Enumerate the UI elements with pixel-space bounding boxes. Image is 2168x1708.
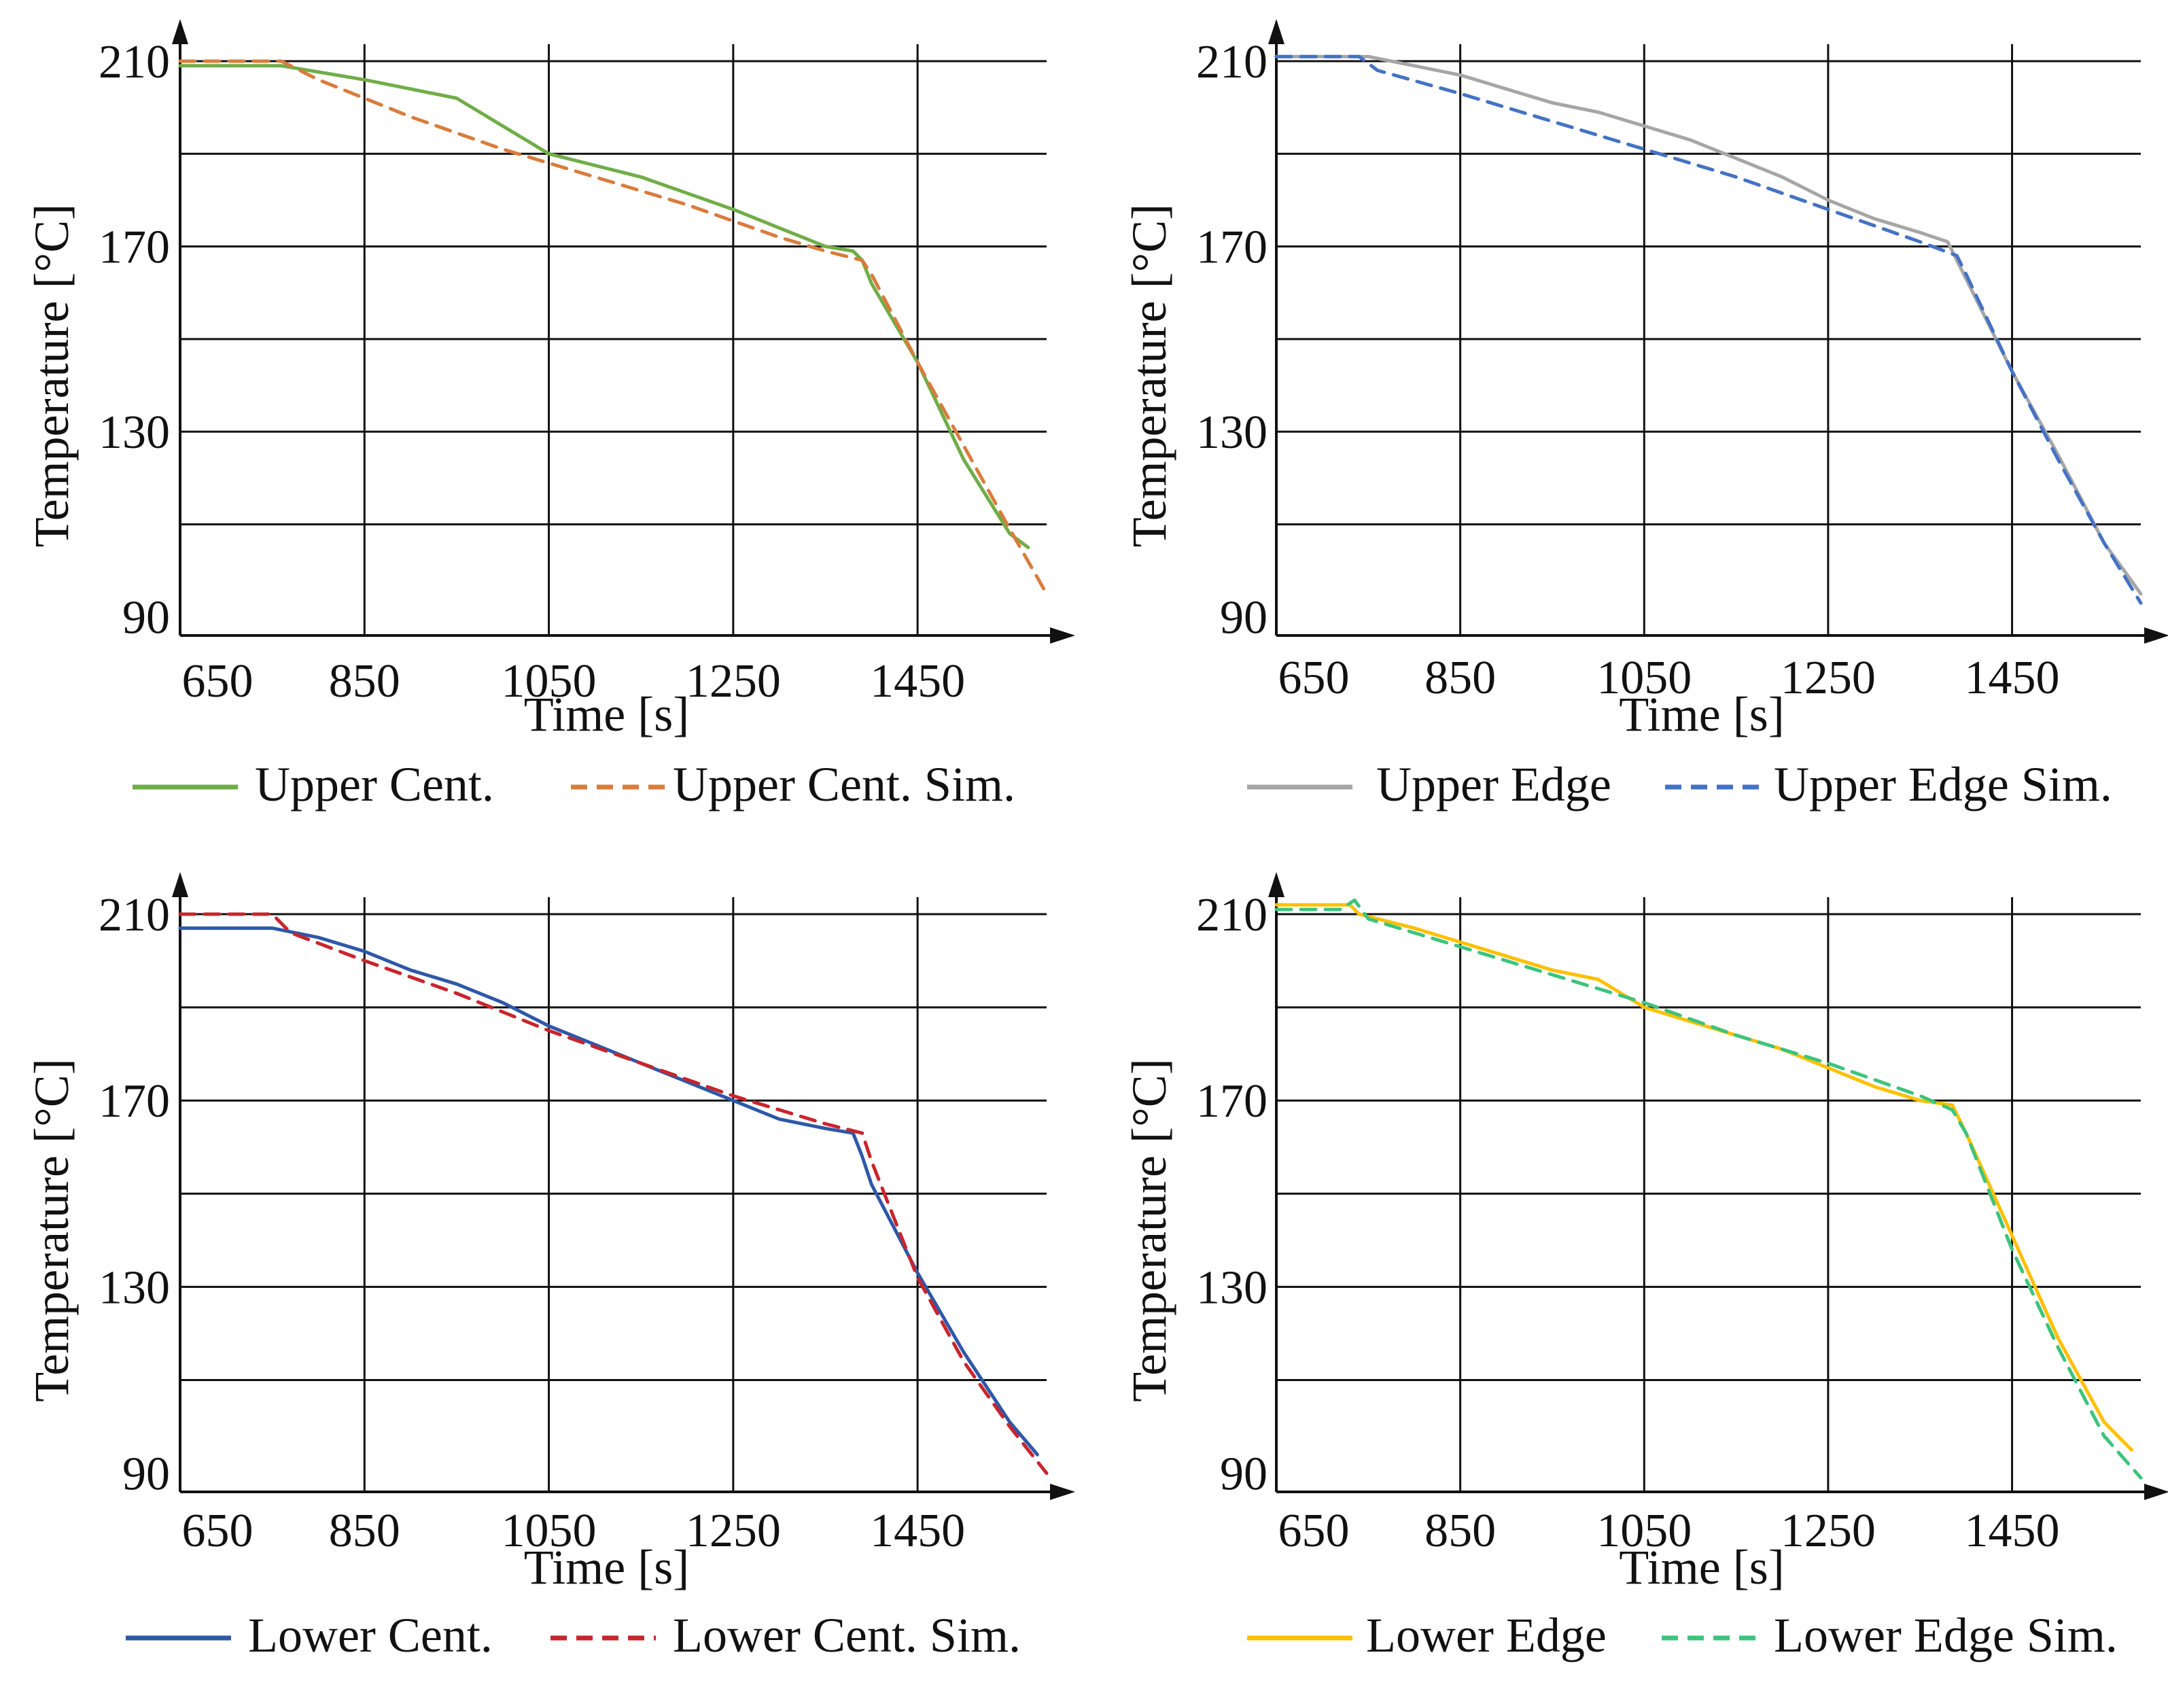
legend-item: Upper Edge	[1247, 757, 1611, 812]
x-tick-label: 1250	[686, 1505, 781, 1557]
series-line-upper-edge-sim	[1274, 54, 2143, 605]
y-tick-label: 170	[99, 222, 170, 274]
x-tick-label: 850	[1424, 652, 1496, 704]
legend-item: Lower Cent.	[126, 1608, 493, 1662]
y-tick-label: 90	[122, 1448, 170, 1501]
y-tick-label: 130	[99, 1261, 170, 1314]
x-tick-label: 650	[182, 1505, 253, 1557]
series-line-upper-cent	[178, 64, 1030, 549]
y-axis-title: Temperature [°C]	[1122, 204, 1176, 548]
panel-lower-edge: 90 130 170 210 650 850 1050 1250 1450 Time [s] Tem…	[1122, 872, 2168, 1662]
x-tick-label: 1450	[1965, 1505, 2060, 1557]
x-tick-label: 650	[182, 655, 253, 708]
panel-lower-centre: 90 130 170 210 650 850 1050 1250 1450 Time [s] Tem…	[24, 872, 1075, 1662]
x-axis-title: Time [s]	[524, 1540, 689, 1594]
x-tick-label: 850	[329, 1505, 400, 1557]
legend-item: Upper Cent.	[133, 757, 494, 812]
legend-label: Lower Cent.	[248, 1608, 493, 1662]
x-tick-label: 1450	[1965, 652, 2060, 704]
x-tick-label: 1050	[502, 655, 597, 708]
y-axis-title: Temperature [°C]	[24, 204, 79, 548]
series-line-lower-cent-sim	[178, 912, 1049, 1476]
panel-upper-centre: 90 130 170 210 650 850 1050 1250 1450 Time [s] Tem…	[24, 19, 1075, 812]
x-tick-label: 650	[1278, 652, 1350, 704]
y-tick-label: 170	[1196, 1075, 1267, 1128]
gridlines	[180, 44, 1047, 635]
y-axis-arrow-icon	[172, 19, 188, 44]
gridlines	[180, 897, 1047, 1492]
y-tick-label: 90	[1220, 592, 1267, 644]
y-tick-label: 170	[1196, 222, 1267, 274]
x-axis-arrow-icon	[2144, 627, 2168, 644]
y-tick-label: 130	[1196, 406, 1267, 459]
legend-label: Upper Cent.	[255, 757, 494, 812]
legend-label: Lower Edge Sim.	[1774, 1608, 2118, 1662]
y-axis-title: Temperature [°C]	[1122, 1058, 1176, 1402]
legend-label: Upper Cent. Sim.	[673, 757, 1015, 812]
y-tick-label: 130	[99, 406, 170, 459]
x-tick-label: 1250	[686, 655, 781, 708]
x-axis-arrow-icon	[1050, 627, 1075, 644]
series-line-upper-edge	[1274, 54, 2143, 596]
legend-label: Upper Edge	[1376, 757, 1611, 812]
x-axis-arrow-icon	[2144, 1484, 2168, 1500]
panel-upper-edge: 90 130 170 210 650 850 1050 1250 1450 Time [s] Tem…	[1122, 19, 2168, 812]
series-line-lower-cent	[178, 926, 1039, 1457]
y-tick-label: 130	[1196, 1261, 1267, 1314]
series-line-lower-edge	[1274, 903, 2133, 1452]
x-tick-label: 1450	[870, 655, 965, 708]
legend-label: Lower Cent. Sim.	[673, 1608, 1021, 1662]
legend-label: Lower Edge	[1366, 1608, 1607, 1662]
x-tick-label: 650	[1278, 1505, 1350, 1557]
y-axis-arrow-icon	[1268, 19, 1284, 44]
y-tick-label: 210	[99, 889, 170, 941]
legend-label: Upper Edge Sim.	[1774, 757, 2112, 812]
y-axis-arrow-icon	[172, 872, 188, 897]
x-axis-arrow-icon	[1050, 1484, 1075, 1500]
x-axis-title: Time [s]	[524, 687, 689, 742]
x-tick-label: 850	[1424, 1505, 1496, 1557]
x-tick-label: 1050	[1596, 652, 1692, 704]
x-tick-label: 1450	[870, 1505, 965, 1557]
y-tick-label: 210	[1196, 889, 1267, 941]
x-tick-label: 1050	[502, 1505, 597, 1557]
x-tick-label: 1250	[1781, 1505, 1876, 1557]
legend-item: Upper Cent. Sim.	[571, 757, 1015, 812]
y-tick-label: 210	[1196, 36, 1267, 88]
y-axis-title: Temperature [°C]	[24, 1058, 79, 1402]
y-tick-label: 90	[1220, 1448, 1267, 1501]
y-tick-label: 210	[99, 36, 170, 88]
series-line-upper-cent-sim	[178, 59, 1049, 596]
y-axis-arrow-icon	[1268, 872, 1284, 897]
x-tick-label: 850	[329, 655, 400, 708]
gridlines	[1276, 44, 2141, 635]
x-tick-label: 1050	[1596, 1505, 1692, 1557]
gridlines	[1276, 897, 2141, 1492]
x-axis-title: Time [s]	[1619, 1540, 1784, 1594]
legend-item: Upper Edge Sim.	[1665, 757, 2112, 812]
series-line-lower-edge-sim	[1274, 898, 2143, 1480]
legend-item: Lower Edge	[1247, 1608, 1607, 1662]
legend-item: Lower Cent. Sim.	[550, 1608, 1021, 1662]
legend-item: Lower Edge Sim.	[1662, 1608, 2118, 1662]
x-tick-label: 1250	[1781, 652, 1876, 704]
x-axis-title: Time [s]	[1619, 687, 1784, 742]
y-tick-label: 170	[99, 1075, 170, 1128]
y-tick-label: 90	[122, 592, 170, 644]
